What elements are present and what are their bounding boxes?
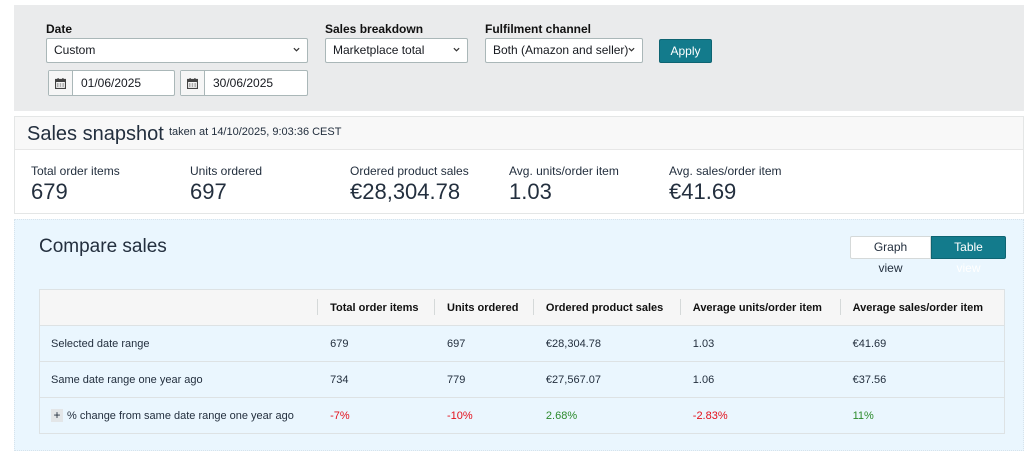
sales-breakdown-select[interactable]: Marketplace total [325, 38, 468, 63]
column-header: Average units/order item [679, 289, 840, 326]
start-date-input[interactable]: 01/06/2025 [48, 70, 175, 96]
change-cell: -7% [317, 397, 434, 434]
compare-title: Compare sales [39, 236, 167, 257]
cell: €37.56 [839, 361, 1005, 398]
metric-value: 679 [31, 179, 68, 204]
sales-breakdown-value: Marketplace total [333, 43, 425, 57]
fulfilment-channel-filter: Fulfilment channel Both (Amazon and sell… [485, 22, 643, 63]
compare-sales-panel: Compare sales Graph view Table view Tota… [14, 219, 1024, 451]
metric-total-order-items: Total order items 679 [31, 164, 120, 205]
table-row: +% change from same date range one year … [39, 397, 1005, 434]
cell: €41.69 [839, 325, 1005, 362]
metric-avg-sales: Avg. sales/order item €41.69 [669, 164, 782, 205]
fulfilment-channel-label: Fulfilment channel [485, 22, 592, 36]
fulfilment-channel-select[interactable]: Both (Amazon and seller) [485, 38, 643, 63]
date-label: Date [46, 22, 73, 36]
column-header: Total order items [317, 289, 434, 326]
chevron-down-icon [628, 47, 635, 52]
metric-label: Total order items [31, 164, 120, 178]
expand-plus-icon[interactable]: + [51, 409, 63, 422]
filter-bar: Date Custom 01/06/2025 30/06/2025 Sales … [14, 5, 1024, 111]
cell: 697 [434, 325, 533, 362]
sales-snapshot-panel: Sales snapshot taken at 14/10/2025, 9:03… [14, 116, 1024, 214]
column-header [39, 289, 318, 326]
cell: 779 [434, 361, 533, 398]
cell: 1.03 [679, 325, 840, 362]
sales-breakdown-filter: Sales breakdown Marketplace total [325, 22, 468, 63]
change-cell: 2.68% [532, 397, 680, 434]
metric-avg-units: Avg. units/order item 1.03 [509, 164, 619, 205]
date-filter: Date Custom [46, 22, 308, 63]
metric-label: Units ordered [190, 164, 263, 178]
calendar-icon[interactable] [181, 71, 205, 95]
start-date-value: 01/06/2025 [81, 76, 142, 90]
row-label: Same date range one year ago [39, 361, 318, 398]
snapshot-header: Sales snapshot taken at 14/10/2025, 9:03… [15, 117, 1023, 150]
column-header: Average sales/order item [839, 289, 1005, 326]
calendar-icon[interactable] [49, 71, 73, 95]
cell: 679 [317, 325, 434, 362]
sales-breakdown-label: Sales breakdown [325, 22, 424, 36]
metric-units-ordered: Units ordered 697 [190, 164, 262, 205]
column-header: Ordered product sales [532, 289, 680, 326]
metric-value: €28,304.78 [350, 179, 461, 204]
table-row: Same date range one year ago 734 779 €27… [39, 361, 1005, 398]
cell: 1.06 [679, 361, 840, 398]
metric-value: 1.03 [509, 179, 552, 204]
table-view-button[interactable]: Table view [931, 236, 1006, 275]
end-date-input[interactable]: 30/06/2025 [180, 70, 308, 96]
change-cell: -2.83% [679, 397, 840, 434]
table-row: Selected date range 679 697 €28,304.78 1… [39, 325, 1005, 362]
change-cell: -10% [434, 397, 533, 434]
metric-value: 697 [190, 179, 227, 204]
graph-view-button[interactable]: Graph view [850, 236, 931, 275]
apply-button[interactable]: Apply [659, 39, 712, 63]
metric-label: Ordered product sales [350, 164, 469, 178]
row-label: Selected date range [39, 325, 318, 362]
snapshot-timestamp: taken at 14/10/2025, 9:03:36 CEST [169, 126, 342, 138]
end-date-value: 30/06/2025 [213, 76, 274, 90]
table-header-row: Total order items Units ordered Ordered … [39, 289, 1005, 326]
view-toggle: Graph view Table view [850, 236, 1006, 275]
cell: €27,567.07 [532, 361, 680, 398]
compare-table: Total order items Units ordered Ordered … [39, 289, 1005, 434]
chevron-down-icon [293, 47, 300, 52]
change-cell: 11% [839, 397, 1005, 434]
cell: 734 [317, 361, 434, 398]
cell: €28,304.78 [532, 325, 680, 362]
row-label: +% change from same date range one year … [39, 397, 318, 434]
metric-label: Avg. units/order item [509, 164, 619, 178]
metric-ordered-product-sales: Ordered product sales €28,304.78 [350, 164, 469, 205]
metric-value: €41.69 [669, 179, 737, 204]
fulfilment-channel-value: Both (Amazon and seller) [493, 43, 629, 57]
date-select-value: Custom [54, 43, 96, 57]
date-select[interactable]: Custom [46, 38, 308, 63]
chevron-down-icon [453, 47, 460, 52]
metric-label: Avg. sales/order item [669, 164, 782, 178]
column-header: Units ordered [434, 289, 533, 326]
snapshot-title: Sales snapshot [27, 123, 164, 145]
